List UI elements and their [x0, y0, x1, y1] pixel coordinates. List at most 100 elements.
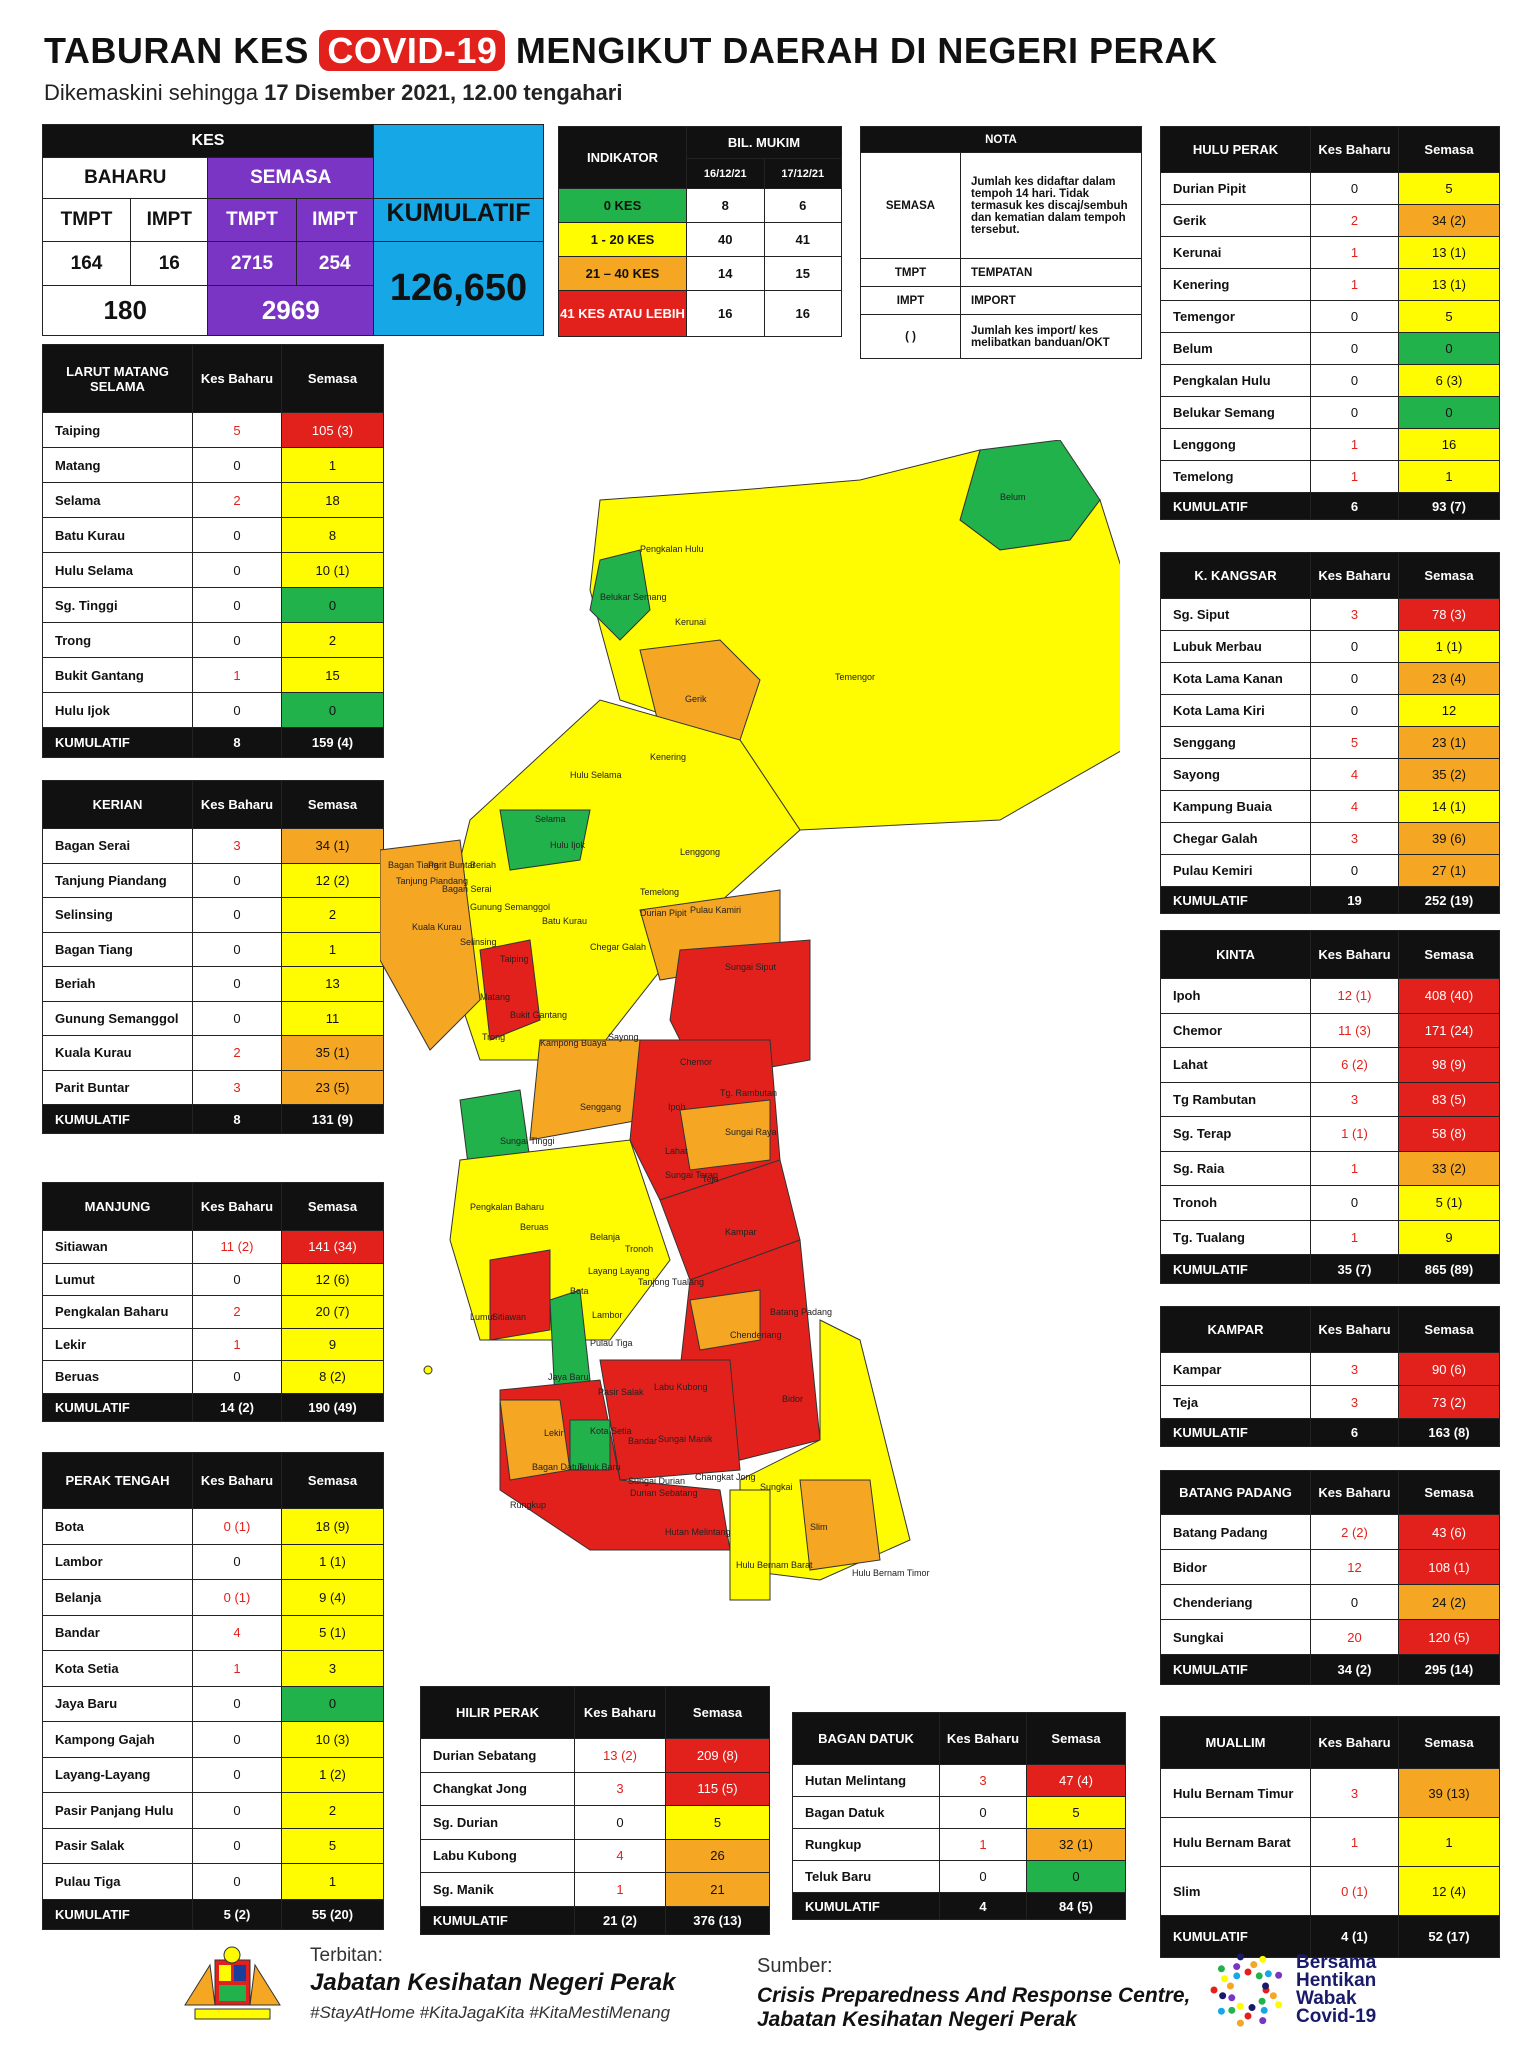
semasa-value: 5 (1) [281, 1614, 384, 1651]
region-jaya-baru [549, 1289, 591, 1401]
map-label: Batu Kurau [542, 916, 587, 926]
table-row: Durian Pipit 0 5 [1160, 172, 1500, 205]
semasa-value: 115 (5) [665, 1771, 770, 1806]
kes-baharu-value: 2 [192, 482, 282, 518]
map-label: Batang Padang [770, 1307, 832, 1317]
mukim-name: Bagan Tiang [42, 931, 193, 967]
kes-baharu-value: 0 [192, 1000, 282, 1036]
kes-baharu-value: 3 [1310, 822, 1399, 855]
kes-baharu-value: 1 [574, 1872, 666, 1907]
semasa-value: 1 [281, 1863, 384, 1900]
mukim-name: Beruas [42, 1360, 193, 1394]
publisher-name: Jabatan Kesihatan Negeri Perak [310, 1969, 676, 1996]
semasa-value: 43 (6) [1398, 1514, 1500, 1550]
semasa-value: 13 [281, 966, 384, 1002]
table-row: Bukit Gantang 1 15 [42, 657, 384, 693]
district-title: KERIAN [42, 780, 193, 829]
mukim-name: Pulau Kemiri [1160, 854, 1311, 887]
region-hulu-ijok [499, 809, 591, 871]
semasa-value: 9 [281, 1327, 384, 1361]
mukim-name: Rungkup [792, 1828, 940, 1861]
district-table-perak-tengah: PERAK TENGAH Kes Baharu Semasa Bota 0 (1… [42, 1452, 384, 1930]
map-label: Jaya Baru [548, 1372, 589, 1382]
bersama-logo: Bersama Hentikan Wabak Covid-19 [1208, 1950, 1458, 2040]
kes-baharu-value: 3 [939, 1764, 1027, 1797]
kes-baharu-value: 1 [1310, 1150, 1399, 1186]
map-label: Chenderiang [730, 1330, 782, 1340]
semasa-value: 26 [665, 1838, 770, 1873]
mukim-name: Kota Lama Kanan [1160, 662, 1311, 695]
mukim-name: Chemor [1160, 1012, 1311, 1048]
mukim-name: Parit Buntar [42, 1069, 193, 1105]
table-row: Hulu Bernam Barat 1 1 [1160, 1817, 1500, 1867]
region-belukar-semang [589, 549, 651, 641]
semasa-value: 23 (4) [1398, 662, 1500, 695]
island-dot [423, 1365, 433, 1375]
hashtags: #StayAtHome #KitaJagaKita #KitaMestiMena… [310, 2003, 671, 2022]
mukim-name: Slim [1160, 1866, 1311, 1916]
table-row: Kota Lama Kiri 0 12 [1160, 694, 1500, 727]
kes-baharu-value: 4 [1310, 790, 1399, 823]
source-line-1: Crisis Preparedness And Response Centre, [757, 1984, 1191, 2007]
mukim-name: Layang-Layang [42, 1756, 193, 1793]
map-label: Temelong [640, 887, 679, 897]
kumulatif-row: KUMULATIF 6 93 (7) [1160, 492, 1500, 520]
kes-baharu-value: 4 [1310, 758, 1399, 791]
map-label: Beriah [470, 860, 496, 870]
map-label: Gunung Semanggol [470, 902, 550, 912]
table-row: Kenering 1 13 (1) [1160, 268, 1500, 301]
mukim-name: Sg. Manik [420, 1872, 575, 1907]
mukim-name: Kota Setia [42, 1650, 193, 1687]
map-label: Pulau Kamiri [690, 905, 741, 915]
map-label: Taiping [500, 954, 529, 964]
table-row: Kerunai 1 13 (1) [1160, 236, 1500, 269]
mukim-name: Pulau Tiga [42, 1863, 193, 1900]
map-label: Sungai Tinggi [500, 1136, 555, 1146]
semasa-value: 23 (1) [1398, 726, 1500, 759]
semasa-value: 13 (1) [1398, 236, 1500, 269]
semasa-value: 10 (1) [281, 552, 384, 588]
mukim-name: Hulu Bernam Barat [1160, 1817, 1311, 1867]
map-label: Selama [535, 814, 566, 824]
semasa-value: 78 (3) [1398, 598, 1500, 631]
table-row: Trong 0 2 [42, 622, 384, 658]
col-semasa: Semasa [1398, 1306, 1500, 1353]
table-row: Sg. Raia 1 33 (2) [1160, 1150, 1500, 1186]
table-row: Lambor 0 1 (1) [42, 1543, 384, 1580]
region-taiping [479, 939, 541, 1041]
semasa-value: 11 [281, 1000, 384, 1036]
kes-summary-table: KES BAHARU SEMASA TMPT IMPT TMPT IMPT KU… [41, 124, 544, 337]
mukim-name: Bota [42, 1508, 193, 1545]
table-row: Kampar 3 90 (6) [1160, 1352, 1500, 1386]
kes-baharu-value: 2 [192, 1295, 282, 1329]
semasa-value: 23 (5) [281, 1069, 384, 1105]
mukim-name: Selama [42, 482, 193, 518]
table-row: Chemor 11 (3) 171 (24) [1160, 1012, 1500, 1048]
kes-baharu-value: 0 [192, 552, 282, 588]
semasa-value: 12 (4) [1398, 1866, 1500, 1916]
kes-baharu-value: 0 [1310, 332, 1399, 365]
mukim-name: Hulu Selama [42, 552, 193, 588]
district-table-bagan-datuk: BAGAN DATUK Kes Baharu Semasa Hutan Meli… [792, 1712, 1126, 1920]
mukim-name: Jaya Baru [42, 1685, 193, 1722]
mukim-name: Changkat Jong [420, 1771, 575, 1806]
table-row: Teja 3 73 (2) [1160, 1385, 1500, 1419]
map-label: Sungai Durian [628, 1476, 685, 1486]
semasa-value: 21 [665, 1872, 770, 1907]
table-row: Kota Setia 1 3 [42, 1650, 384, 1687]
col-kes-baharu: Kes Baharu [1310, 930, 1399, 979]
sunburst-icon [1210, 1953, 1283, 2027]
district-table-kerian: KERIAN Kes Baharu Semasa Bagan Serai 3 3… [42, 780, 384, 1134]
kes-baharu-value: 0 [1310, 630, 1399, 663]
region-sungai-raya [679, 1099, 771, 1171]
kes-baharu-value: 4 [192, 1614, 282, 1651]
kes-baharu-value: 1 [1310, 236, 1399, 269]
semasa-value: 1 [281, 931, 384, 967]
map-label: Pulau Tiga [590, 1338, 633, 1348]
table-row: Layang-Layang 0 1 (2) [42, 1756, 384, 1793]
map-label: Sungai Siput [725, 962, 777, 972]
kes-baharu-value: 11 (2) [192, 1230, 282, 1264]
map-label: Kerunai [675, 617, 706, 627]
semasa-value: 24 (2) [1398, 1584, 1500, 1620]
mukim-name: Kampar [1160, 1352, 1311, 1386]
